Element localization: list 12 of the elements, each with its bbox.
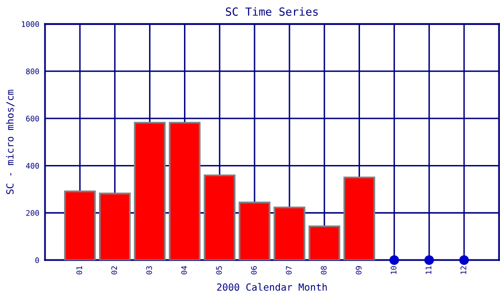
bar [308, 226, 340, 260]
bar [343, 176, 376, 260]
bar [238, 202, 270, 260]
bar [168, 122, 201, 260]
chart-title: SC Time Series [226, 7, 318, 16]
bar [274, 206, 306, 260]
y-axis-title: SC - micro mhos/cm [6, 90, 14, 194]
x-axis-title: 2000 Calendar Month [217, 283, 327, 291]
bar [98, 192, 131, 260]
bar [204, 174, 236, 260]
bar [64, 190, 96, 260]
bar [134, 122, 166, 260]
